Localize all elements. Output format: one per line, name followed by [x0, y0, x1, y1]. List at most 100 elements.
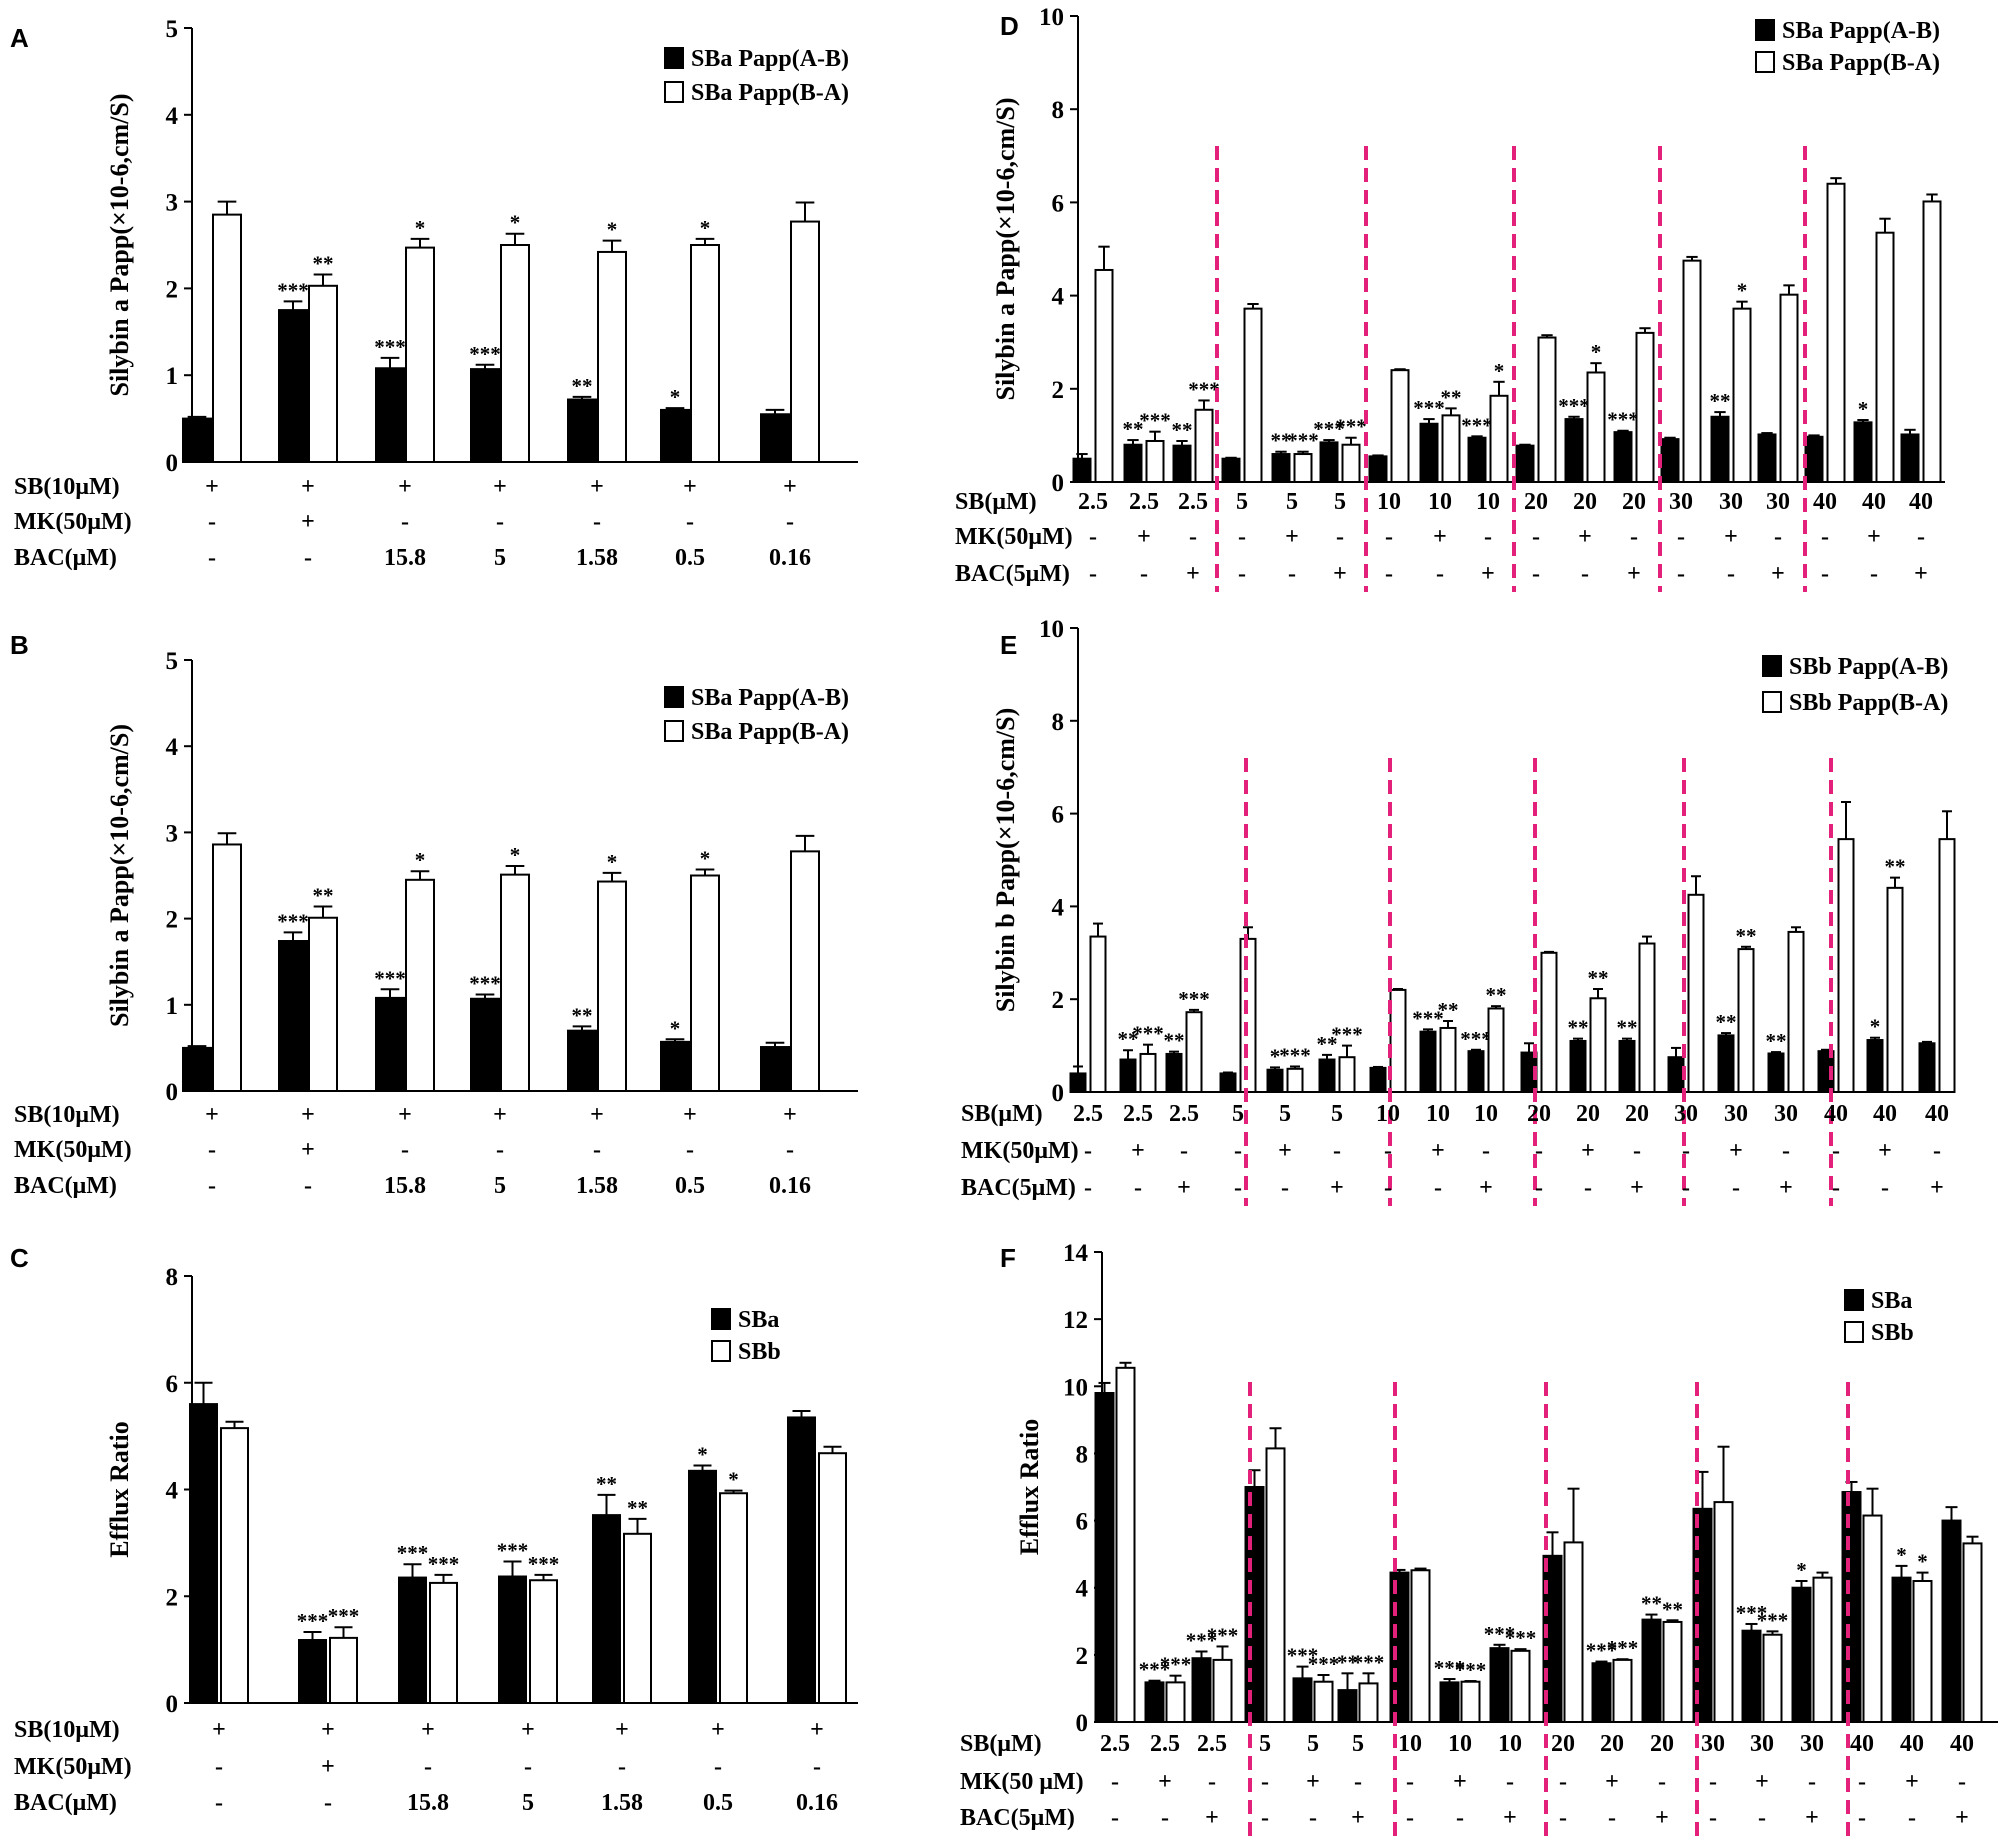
significance-label: ***: [297, 1609, 329, 1633]
condition-value: +: [1955, 1805, 1969, 1831]
y-tick-label: 3: [166, 190, 179, 217]
bar: [597, 880, 627, 1092]
bar: [1292, 1677, 1313, 1724]
panel-letter: B: [10, 630, 29, 660]
significance-label: *: [1917, 1550, 1928, 1574]
condition-value: -: [786, 509, 794, 535]
panel-b: B 0 1 2 3 4 5 Silybin a Papp(×10-6,cm/S) SBa Pap…: [10, 630, 858, 1199]
significance-label: **: [1766, 1029, 1787, 1053]
condition-value: 20: [1576, 1101, 1600, 1127]
bar: [212, 213, 242, 463]
significance-label: *: [415, 216, 426, 240]
condition-value: -: [1189, 524, 1197, 550]
significance-label: *: [1858, 397, 1869, 421]
bar: [1389, 988, 1407, 1093]
bar: [760, 1046, 790, 1092]
legend-entry: SBa Papp(A-B): [691, 46, 849, 72]
bar: [405, 246, 435, 463]
bar: [1337, 1689, 1358, 1724]
bar: [1510, 1649, 1531, 1724]
condition-value: -: [1385, 524, 1393, 550]
significance-label: *: [1494, 359, 1505, 383]
bar: [1119, 1058, 1137, 1094]
condition-value: -: [1559, 1805, 1567, 1831]
condition-value: -: [215, 1754, 223, 1780]
condition-value: 10: [1474, 1101, 1498, 1127]
condition-value: 40: [1909, 489, 1933, 515]
condition-value: 15.8: [384, 1173, 426, 1199]
condition-value: 30: [1669, 489, 1693, 515]
condition-value: -: [1089, 524, 1097, 550]
bar: [375, 367, 405, 464]
bar: [1866, 1039, 1884, 1093]
condition-value: -: [1111, 1805, 1119, 1831]
condition-value: -: [304, 1173, 312, 1199]
bar: [760, 413, 790, 464]
condition-value: -: [686, 1137, 694, 1163]
condition-value: -: [1870, 561, 1878, 587]
significance-label: **: [1716, 1010, 1737, 1034]
bar: [787, 1416, 816, 1704]
y-tick-label: 10: [1039, 616, 1064, 643]
significance-label: ***: [1607, 408, 1639, 432]
bar: [1589, 997, 1607, 1093]
bar: [688, 1469, 717, 1704]
significance-label: ***: [1331, 1023, 1363, 1047]
condition-value: -: [1832, 1138, 1840, 1164]
bar: [429, 1581, 458, 1704]
significance-label: **: [313, 884, 334, 908]
condition-row-label: MK(50μM): [14, 509, 132, 535]
bar: [1410, 1569, 1431, 1724]
condition-value: 40: [1950, 1731, 1974, 1757]
y-axis-label: Silybin b Papp(×10-6,cm/S): [991, 708, 1020, 1012]
significance-label: ***: [1412, 1006, 1444, 1030]
bar: [597, 250, 627, 463]
condition-row-label: BAC(μM): [14, 1173, 117, 1199]
condition-value: +: [1930, 1175, 1944, 1201]
bar: [1732, 307, 1752, 484]
bar: [1537, 336, 1557, 484]
significance-label: ***: [1455, 1658, 1487, 1682]
condition-value: 2.5: [1100, 1731, 1130, 1757]
bar: [623, 1532, 652, 1705]
condition-value: -: [1089, 561, 1097, 587]
bar: [1439, 1681, 1460, 1724]
significance-label: *: [1796, 1558, 1807, 1582]
condition-value: +: [590, 474, 604, 500]
bar: [212, 843, 242, 1093]
bar: [1515, 444, 1535, 484]
condition-value: +: [1306, 1769, 1320, 1795]
bar: [1094, 1392, 1115, 1723]
bar: [1069, 1072, 1087, 1093]
significance-label: **: [1123, 417, 1144, 441]
bar: [1139, 1052, 1157, 1094]
condition-value: +: [1655, 1805, 1669, 1831]
condition-value: 1.58: [576, 545, 618, 571]
bar: [1313, 1680, 1334, 1723]
y-tick-label: 6: [166, 1371, 179, 1398]
bar: [1319, 441, 1339, 484]
legend-swatch: [664, 686, 684, 708]
condition-value: +: [1630, 1175, 1644, 1201]
condition-value: -: [1658, 1769, 1666, 1795]
bar: [1826, 182, 1846, 483]
condition-row-label: SB(10μM): [14, 1102, 120, 1128]
condition-value: 2.5: [1078, 489, 1108, 515]
significance-label: ***: [1353, 1650, 1385, 1674]
condition-value: -: [1336, 524, 1344, 550]
condition-value: -: [618, 1754, 626, 1780]
condition-value: -: [1630, 524, 1638, 550]
condition-value: 40: [1813, 489, 1837, 515]
condition-value: 10: [1428, 489, 1452, 515]
bar: [1875, 231, 1895, 483]
condition-value: -: [1354, 1769, 1362, 1795]
bar: [1762, 1633, 1783, 1723]
condition-value: +: [1755, 1769, 1769, 1795]
bar: [592, 1514, 621, 1704]
condition-value: -: [1234, 1138, 1242, 1164]
condition-value: -: [1677, 524, 1685, 550]
condition-value: 2.5: [1197, 1731, 1227, 1757]
condition-value: +: [590, 1102, 604, 1128]
condition-value: -: [1238, 524, 1246, 550]
condition-row-label: SB(10μM): [14, 1717, 120, 1743]
